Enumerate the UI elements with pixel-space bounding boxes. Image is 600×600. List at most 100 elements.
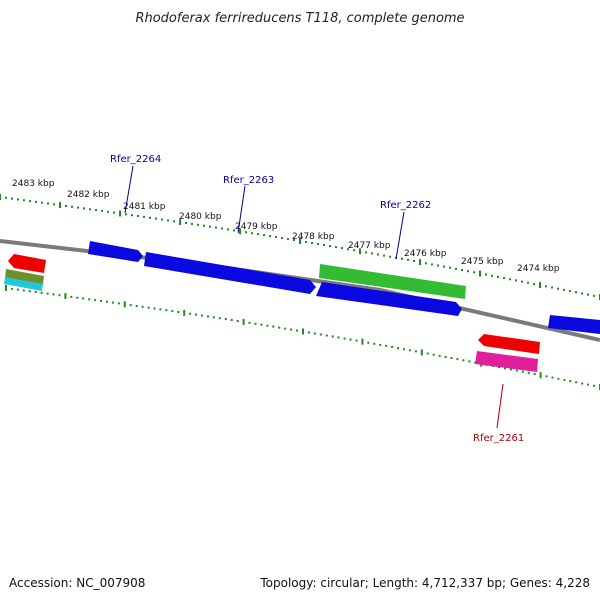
kbp-labels: 2483 kbp 2482 kbp 2481 kbp 2480 kbp 2479… — [12, 179, 560, 274]
minor-tick — [437, 264, 439, 267]
minor-tick — [135, 305, 138, 307]
minor-tick — [11, 197, 13, 200]
minor-tick — [329, 245, 331, 248]
gene-feature[interactable] — [316, 282, 462, 316]
minor-tick — [35, 200, 37, 203]
major-tick — [419, 259, 421, 266]
minor-tick — [545, 285, 547, 288]
minor-tick — [46, 292, 49, 295]
kbp-label: 2476 kbp — [404, 249, 447, 259]
gene-leader-lines — [124, 165, 504, 429]
minor-tick — [551, 286, 553, 289]
minor-tick — [278, 326, 281, 329]
minor-tick — [403, 348, 405, 351]
minor-tick — [16, 288, 19, 291]
minor-tick — [53, 203, 55, 206]
minor-tick — [5, 196, 7, 199]
minor-tick — [269, 235, 271, 238]
minor-tick — [313, 332, 316, 335]
minor-tick — [131, 214, 133, 217]
minor-tick — [444, 355, 447, 358]
minor-tick — [467, 270, 469, 273]
minor-tick — [450, 357, 453, 359]
kbp-label: 2479 kbp — [235, 222, 278, 232]
minor-tick — [161, 218, 163, 221]
minor-tick — [425, 262, 427, 265]
minor-tick — [155, 217, 157, 220]
major-tick — [179, 219, 181, 226]
gene-label-rfer-2261[interactable]: Rfer_2261 — [473, 433, 524, 444]
gene-feature[interactable] — [548, 315, 600, 334]
minor-tick — [414, 350, 417, 353]
minor-tick — [195, 313, 198, 316]
minor-tick — [575, 381, 578, 384]
minor-tick — [167, 219, 169, 222]
minor-tick — [563, 288, 565, 291]
minor-tick — [581, 292, 583, 295]
minor-tick — [355, 339, 358, 342]
minor-tick — [113, 211, 115, 214]
minor-tick — [307, 331, 310, 334]
minor-tick — [401, 257, 403, 260]
minor-tick — [347, 248, 349, 251]
minor-tick — [593, 294, 595, 297]
minor-tick — [95, 209, 97, 212]
minor-tick — [52, 293, 55, 296]
minor-tick — [335, 246, 337, 249]
minor-tick — [349, 338, 352, 341]
minor-tick — [236, 320, 239, 322]
minor-tick — [455, 267, 457, 270]
minor-tick — [77, 206, 79, 209]
minor-tick — [141, 305, 144, 308]
minor-tick — [587, 293, 589, 296]
minor-tick — [137, 215, 139, 217]
minor-tick — [426, 352, 429, 355]
gene-label-rfer-2264[interactable]: Rfer_2264 — [110, 154, 161, 165]
major-tick — [359, 248, 361, 255]
gene-feature[interactable] — [475, 351, 538, 372]
genome-summary-text: Topology: circular; Length: 4,712,337 bp… — [259, 576, 590, 590]
minor-tick — [212, 316, 215, 319]
minor-tick — [377, 253, 379, 256]
minor-tick — [129, 304, 132, 307]
major-tick — [64, 293, 67, 299]
kbp-label: 2477 kbp — [348, 241, 391, 251]
minor-tick — [82, 297, 85, 300]
gene-feature[interactable] — [4, 277, 43, 291]
outer-tick-track — [0, 194, 600, 300]
major-tick — [539, 372, 542, 379]
kbp-label: 2483 kbp — [12, 179, 55, 189]
major-tick — [361, 338, 364, 345]
gene-label-rfer-2263[interactable]: Rfer_2263 — [223, 175, 274, 186]
gene-feature[interactable] — [144, 252, 316, 294]
minor-tick — [201, 314, 203, 317]
minor-tick — [125, 213, 127, 216]
gene-label-rfer-2262[interactable]: Rfer_2262 — [380, 200, 431, 211]
minor-tick — [413, 260, 415, 262]
minor-tick — [371, 252, 373, 255]
kbp-label: 2474 kbp — [517, 264, 560, 274]
kbp-label: 2481 kbp — [123, 202, 166, 212]
minor-tick — [266, 324, 269, 327]
minor-tick — [177, 311, 180, 313]
minor-tick — [461, 269, 463, 271]
minor-tick — [397, 347, 399, 350]
minor-tick — [47, 202, 49, 205]
minor-tick — [147, 306, 150, 309]
major-tick — [0, 194, 1, 200]
gene-feature[interactable] — [88, 241, 143, 262]
minor-tick — [431, 263, 433, 266]
minor-tick — [485, 273, 487, 276]
gene-feature[interactable] — [5, 269, 44, 284]
gene-feature[interactable] — [319, 264, 466, 299]
map-title: Rhodoferax ferrireducens T118, complete … — [135, 11, 464, 26]
minor-tick — [497, 275, 499, 278]
minor-tick — [58, 294, 61, 297]
minor-tick — [233, 229, 235, 232]
gene-feature[interactable] — [478, 334, 540, 354]
inner-tick-track — [5, 285, 600, 390]
minor-tick — [456, 358, 459, 361]
minor-tick — [391, 346, 394, 348]
gene-feature[interactable] — [8, 254, 46, 273]
major-tick — [242, 318, 245, 325]
